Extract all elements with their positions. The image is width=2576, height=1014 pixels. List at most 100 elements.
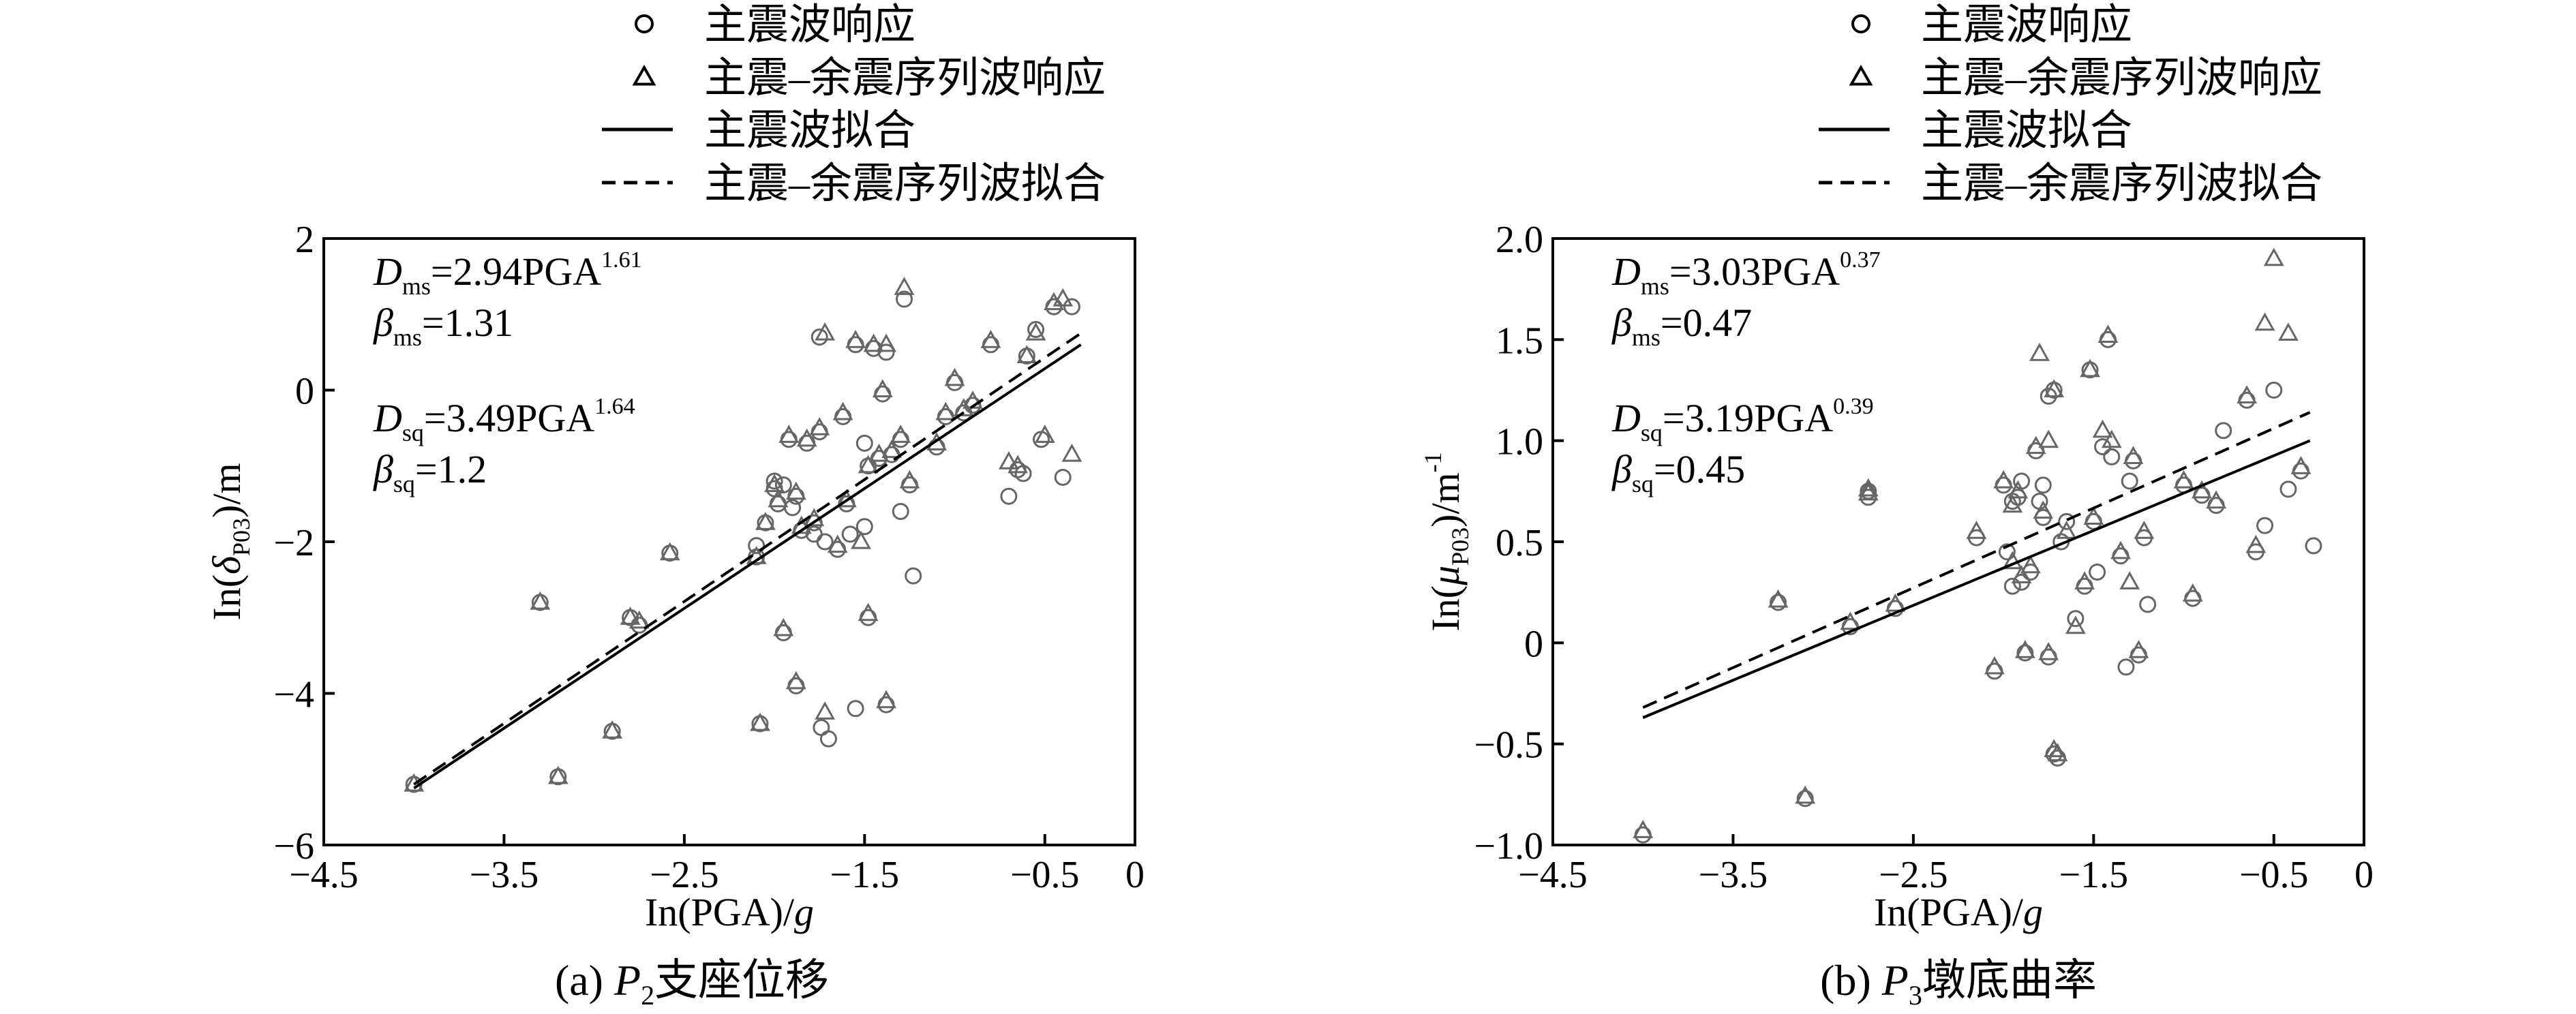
circle-point-b [2121, 472, 2138, 490]
triangle-point-b [2134, 521, 2155, 539]
triangle-point-b [2002, 494, 2023, 513]
triangle-point-a [827, 534, 848, 553]
circle-point-a [855, 518, 873, 536]
triangle-point-a [755, 512, 776, 530]
triangle-point-a [628, 610, 650, 629]
triangle-point-a [1016, 345, 1037, 364]
caption-b: (b) P3墩底曲率 [1820, 956, 2097, 1011]
circle-point-b [2256, 517, 2274, 534]
axis-ticks-b: −4.5 −3.5 −2.5 −1.5 −0.5 0 2.0 1.5 1.0 0.5 0 −0.5 −1… [1474, 219, 2374, 896]
fit-line-sequence-a [413, 332, 1082, 786]
triangle-point-a [547, 765, 569, 784]
y-tick-label-a: −4 [273, 674, 314, 716]
legend-circle-icon [635, 14, 654, 33]
circle-point-b [1998, 543, 2016, 561]
triangle-point-a [868, 443, 890, 462]
circle-point-a [810, 328, 828, 346]
triangle-point-a [764, 474, 785, 493]
triangle-point-b [2206, 490, 2227, 509]
circle-point-b [2067, 610, 2085, 628]
triangle-point-a [876, 333, 896, 352]
legend-label: 主震波响应 [704, 2, 915, 48]
circle-point-a [1000, 487, 1018, 505]
circle-point-b [2305, 537, 2322, 555]
triangle-point-a [935, 401, 956, 420]
x-tick-label-b: −4.5 [1518, 854, 1588, 896]
circle-point-a [905, 567, 922, 585]
y-tick-label-a: 0 [295, 371, 314, 413]
triangle-point-b [2290, 456, 2312, 474]
triangle-point-b [2038, 429, 2059, 448]
triangle-point-a [858, 602, 879, 621]
legend-label: 主震波响应 [1921, 2, 2132, 48]
triangle-point-b [2011, 565, 2032, 584]
triangle-point-b [1795, 785, 1816, 804]
y-tick-label-a: −2 [273, 522, 314, 564]
triangle-point-b [2245, 534, 2267, 553]
triangle-point-a [796, 428, 817, 447]
y-axis-label-a: In(δP03)/m [204, 463, 255, 620]
triangle-point-b [2083, 506, 2104, 525]
circle-point-a [1063, 298, 1080, 316]
triangle-point-a [815, 701, 836, 720]
circle-point-b [2117, 658, 2135, 676]
circle-point-b [2215, 422, 2232, 440]
x-tick-label-a: 0 [1125, 854, 1145, 896]
y-axis-label-b: In(μP03)/m-1 [1419, 452, 1474, 631]
circle-point-a [841, 525, 859, 543]
x-tick-label-b: −3.5 [1699, 854, 1768, 896]
triangle-point-b [1858, 478, 1879, 497]
annotation-b-3: Dsq=3.19PGA0.39 [1611, 394, 1874, 446]
triangle-point-b [2002, 551, 2023, 570]
x-axis-label-b: In(PGA)/g [1874, 890, 2043, 934]
x-tick-label-a: −1.5 [830, 854, 900, 896]
legend-triangle-icon [632, 64, 656, 86]
triangle-point-b [2119, 571, 2140, 589]
triangle-point-a [845, 330, 866, 348]
circle-point-b [2058, 512, 2076, 530]
chart-marks-b [1633, 247, 2322, 844]
triangle-point-a [894, 277, 915, 295]
triangle-point-b [2044, 739, 2065, 758]
triangle-point-b [2192, 480, 2212, 499]
legend-label: 主震–余震序列波拟合 [704, 161, 1106, 207]
triangle-point-a [876, 690, 896, 709]
legend-label: 主震–余震序列波响应 [1921, 55, 2322, 102]
triangle-point-b [2047, 743, 2068, 762]
circle-point-a [766, 472, 783, 490]
y-tick-label-b: 0 [1524, 623, 1543, 665]
annotation-a-2: βms=1.31 [373, 301, 513, 351]
triangle-point-b [2029, 343, 2050, 361]
legend-triangle-icon [1849, 64, 1873, 86]
circle-point-b [1796, 790, 1814, 808]
triangle-point-b [2097, 324, 2119, 343]
triangle-point-a [1044, 292, 1064, 311]
triangle-point-a [750, 712, 770, 731]
chart-marks-a [404, 277, 1082, 793]
legend-label: 主震波拟合 [1921, 108, 2132, 154]
triangle-point-b [1840, 611, 1861, 630]
triangle-point-b [2044, 379, 2065, 398]
triangle-point-b [2237, 385, 2258, 403]
triangle-point-a [785, 671, 806, 690]
legend-label: 主震–余震序列波响应 [704, 55, 1106, 102]
fit-line-sequence-b [1642, 411, 2311, 709]
triangle-point-a [980, 330, 1001, 348]
y-tick-label-b: −0.5 [1474, 724, 1543, 767]
circle-point-b [2034, 476, 2052, 494]
triangle-point-b [2254, 312, 2275, 331]
triangle-point-b [2080, 358, 2100, 378]
annotation-b-4: βsq=0.45 [1611, 447, 1745, 497]
triangle-point-a [851, 530, 871, 549]
circle-point-b [2089, 564, 2106, 581]
triangle-point-b [2173, 470, 2194, 489]
circle-point-a [748, 537, 766, 555]
triangle-point-b [2074, 571, 2095, 589]
circle-point-b [2016, 644, 2034, 662]
y-tick-label-a: −6 [273, 825, 314, 867]
circle-point-b [2265, 382, 2283, 399]
circle-point-a [892, 503, 909, 520]
triangle-point-b [2101, 429, 2122, 448]
x-tick-label-b: −0.5 [2239, 854, 2309, 896]
